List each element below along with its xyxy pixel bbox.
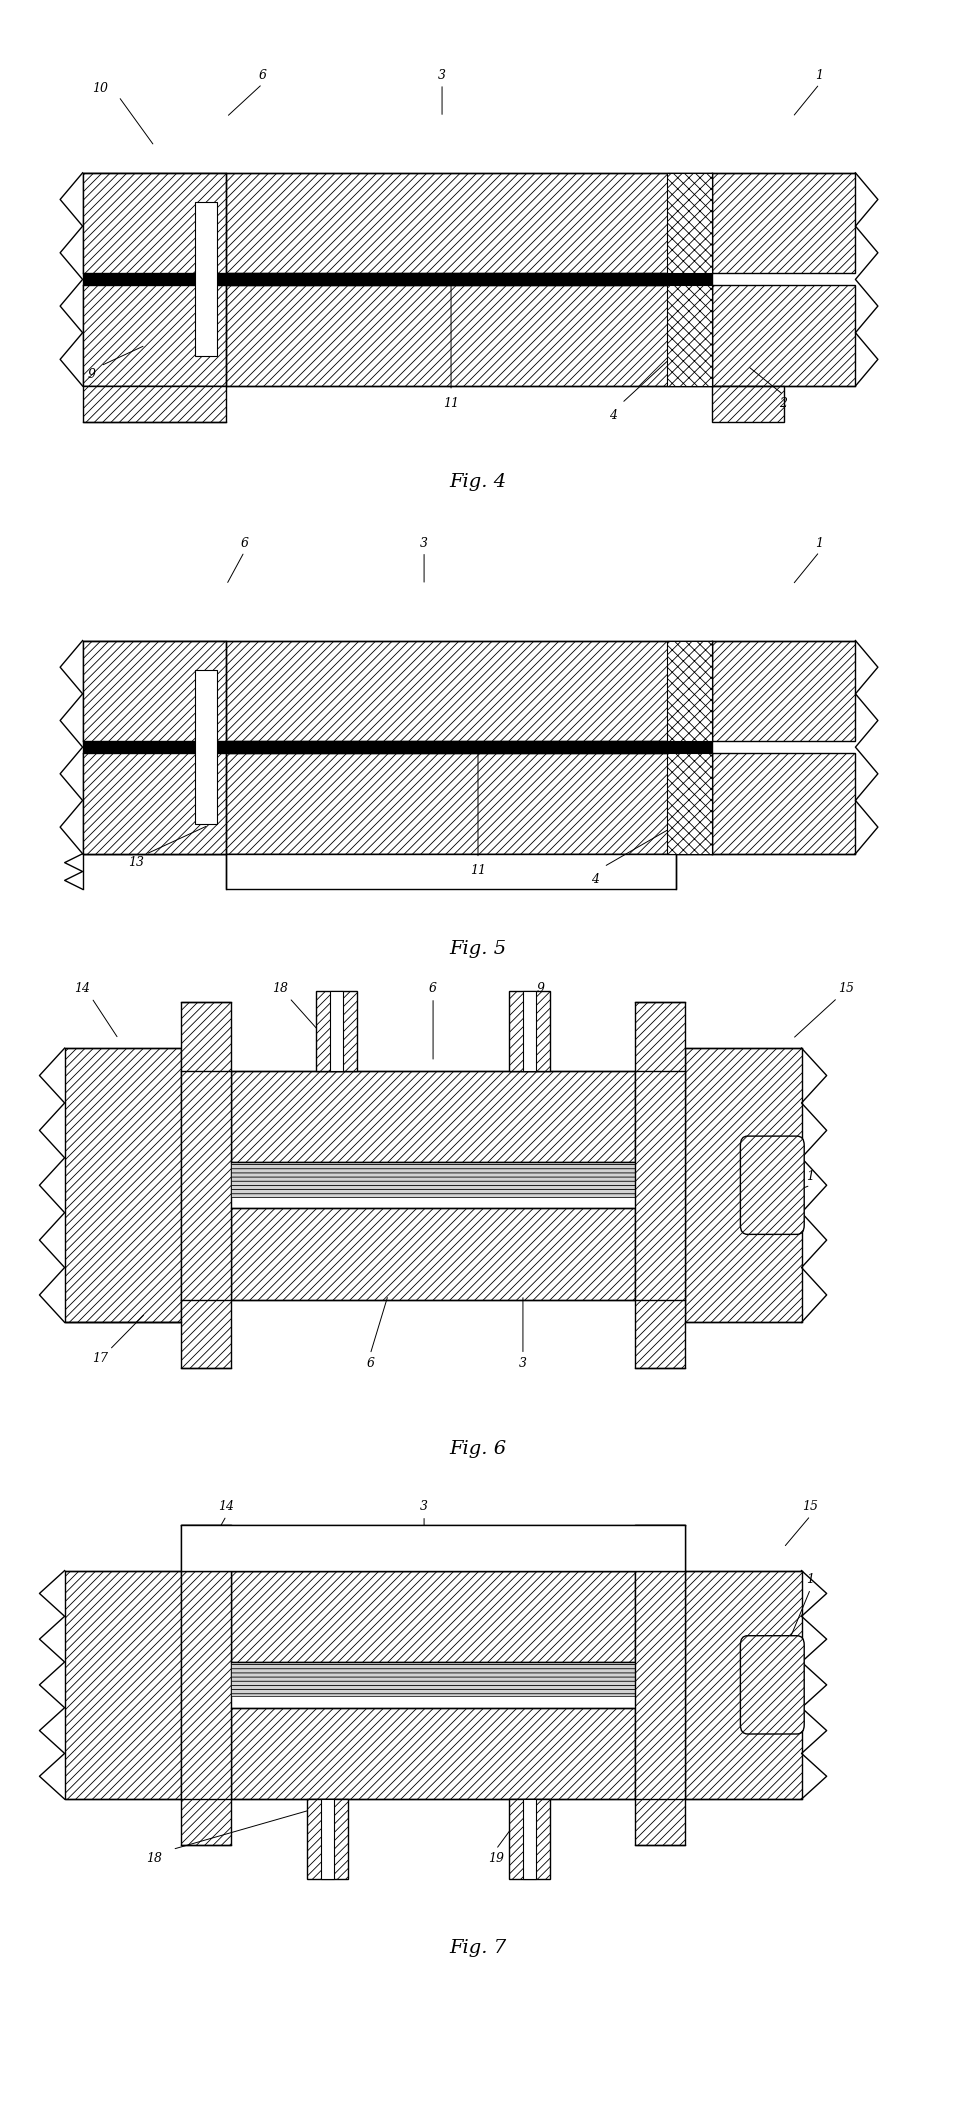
Text: 6: 6 bbox=[366, 1356, 374, 1369]
Bar bbox=[316, 991, 357, 1072]
Text: Fig. 5: Fig. 5 bbox=[449, 940, 507, 959]
Text: 4: 4 bbox=[591, 872, 598, 887]
Text: 6: 6 bbox=[258, 70, 267, 83]
Bar bbox=[231, 1707, 635, 1799]
Text: 18: 18 bbox=[146, 1852, 163, 1865]
Text: 3: 3 bbox=[438, 70, 446, 83]
Bar bbox=[635, 1524, 684, 1845]
Bar bbox=[65, 1571, 182, 1799]
Bar bbox=[684, 1571, 801, 1799]
Bar bbox=[231, 1208, 635, 1299]
Bar bbox=[320, 1799, 335, 1879]
Bar bbox=[711, 285, 856, 387]
Text: 1: 1 bbox=[807, 1573, 815, 1586]
Text: Fig. 6: Fig. 6 bbox=[449, 1439, 507, 1458]
Text: 2: 2 bbox=[779, 398, 788, 410]
Bar bbox=[65, 1048, 182, 1322]
Text: 3: 3 bbox=[420, 1501, 428, 1514]
Bar bbox=[82, 640, 227, 855]
Bar bbox=[82, 387, 227, 421]
Bar bbox=[523, 991, 536, 1072]
Bar bbox=[182, 1524, 231, 1845]
Text: Fig. 7: Fig. 7 bbox=[449, 1939, 507, 1958]
Bar bbox=[523, 1799, 536, 1879]
Text: 14: 14 bbox=[218, 1501, 234, 1514]
Bar bbox=[307, 1799, 348, 1879]
Text: 13: 13 bbox=[128, 857, 144, 870]
Bar bbox=[82, 172, 711, 274]
Bar bbox=[666, 640, 711, 742]
Text: 11: 11 bbox=[470, 865, 486, 878]
Text: 4: 4 bbox=[609, 408, 617, 423]
Bar bbox=[330, 991, 343, 1072]
Bar bbox=[711, 640, 856, 742]
Text: 15: 15 bbox=[802, 1501, 818, 1514]
Bar bbox=[510, 991, 550, 1072]
Bar bbox=[82, 753, 711, 855]
Bar bbox=[684, 1048, 801, 1322]
Text: 19: 19 bbox=[488, 1852, 504, 1865]
Bar bbox=[711, 753, 856, 855]
Bar bbox=[666, 285, 711, 387]
Bar bbox=[231, 1663, 635, 1697]
Bar bbox=[195, 670, 217, 825]
Bar bbox=[231, 1072, 635, 1163]
Bar bbox=[182, 1001, 231, 1369]
Bar bbox=[182, 1524, 684, 1571]
Text: 3: 3 bbox=[420, 538, 428, 551]
Text: 1: 1 bbox=[815, 538, 823, 551]
Text: 15: 15 bbox=[838, 982, 855, 995]
Bar bbox=[82, 742, 711, 753]
Bar bbox=[666, 753, 711, 855]
Text: 3: 3 bbox=[519, 1356, 527, 1369]
Text: 9: 9 bbox=[537, 982, 545, 995]
Bar bbox=[82, 640, 711, 742]
Text: 10: 10 bbox=[93, 81, 109, 96]
FancyBboxPatch shape bbox=[740, 1135, 804, 1235]
Bar bbox=[82, 285, 711, 387]
Bar bbox=[711, 387, 784, 421]
Text: Fig. 4: Fig. 4 bbox=[449, 472, 507, 491]
Text: 9: 9 bbox=[88, 368, 96, 381]
Text: 6: 6 bbox=[429, 982, 437, 995]
Bar bbox=[666, 172, 711, 274]
Bar bbox=[231, 1163, 635, 1197]
Bar bbox=[227, 855, 676, 889]
Bar bbox=[510, 1799, 550, 1879]
Text: 6: 6 bbox=[240, 538, 249, 551]
Bar bbox=[231, 1571, 635, 1663]
Bar bbox=[195, 202, 217, 357]
Text: 11: 11 bbox=[443, 398, 459, 410]
Bar bbox=[82, 274, 711, 285]
Text: 1: 1 bbox=[815, 70, 823, 83]
Text: 1: 1 bbox=[807, 1169, 815, 1182]
FancyBboxPatch shape bbox=[740, 1635, 804, 1735]
Bar bbox=[635, 1001, 684, 1369]
Bar bbox=[82, 172, 227, 387]
Text: 18: 18 bbox=[272, 982, 289, 995]
Text: 17: 17 bbox=[93, 1352, 109, 1365]
Bar bbox=[711, 172, 856, 274]
Text: 14: 14 bbox=[75, 982, 91, 995]
